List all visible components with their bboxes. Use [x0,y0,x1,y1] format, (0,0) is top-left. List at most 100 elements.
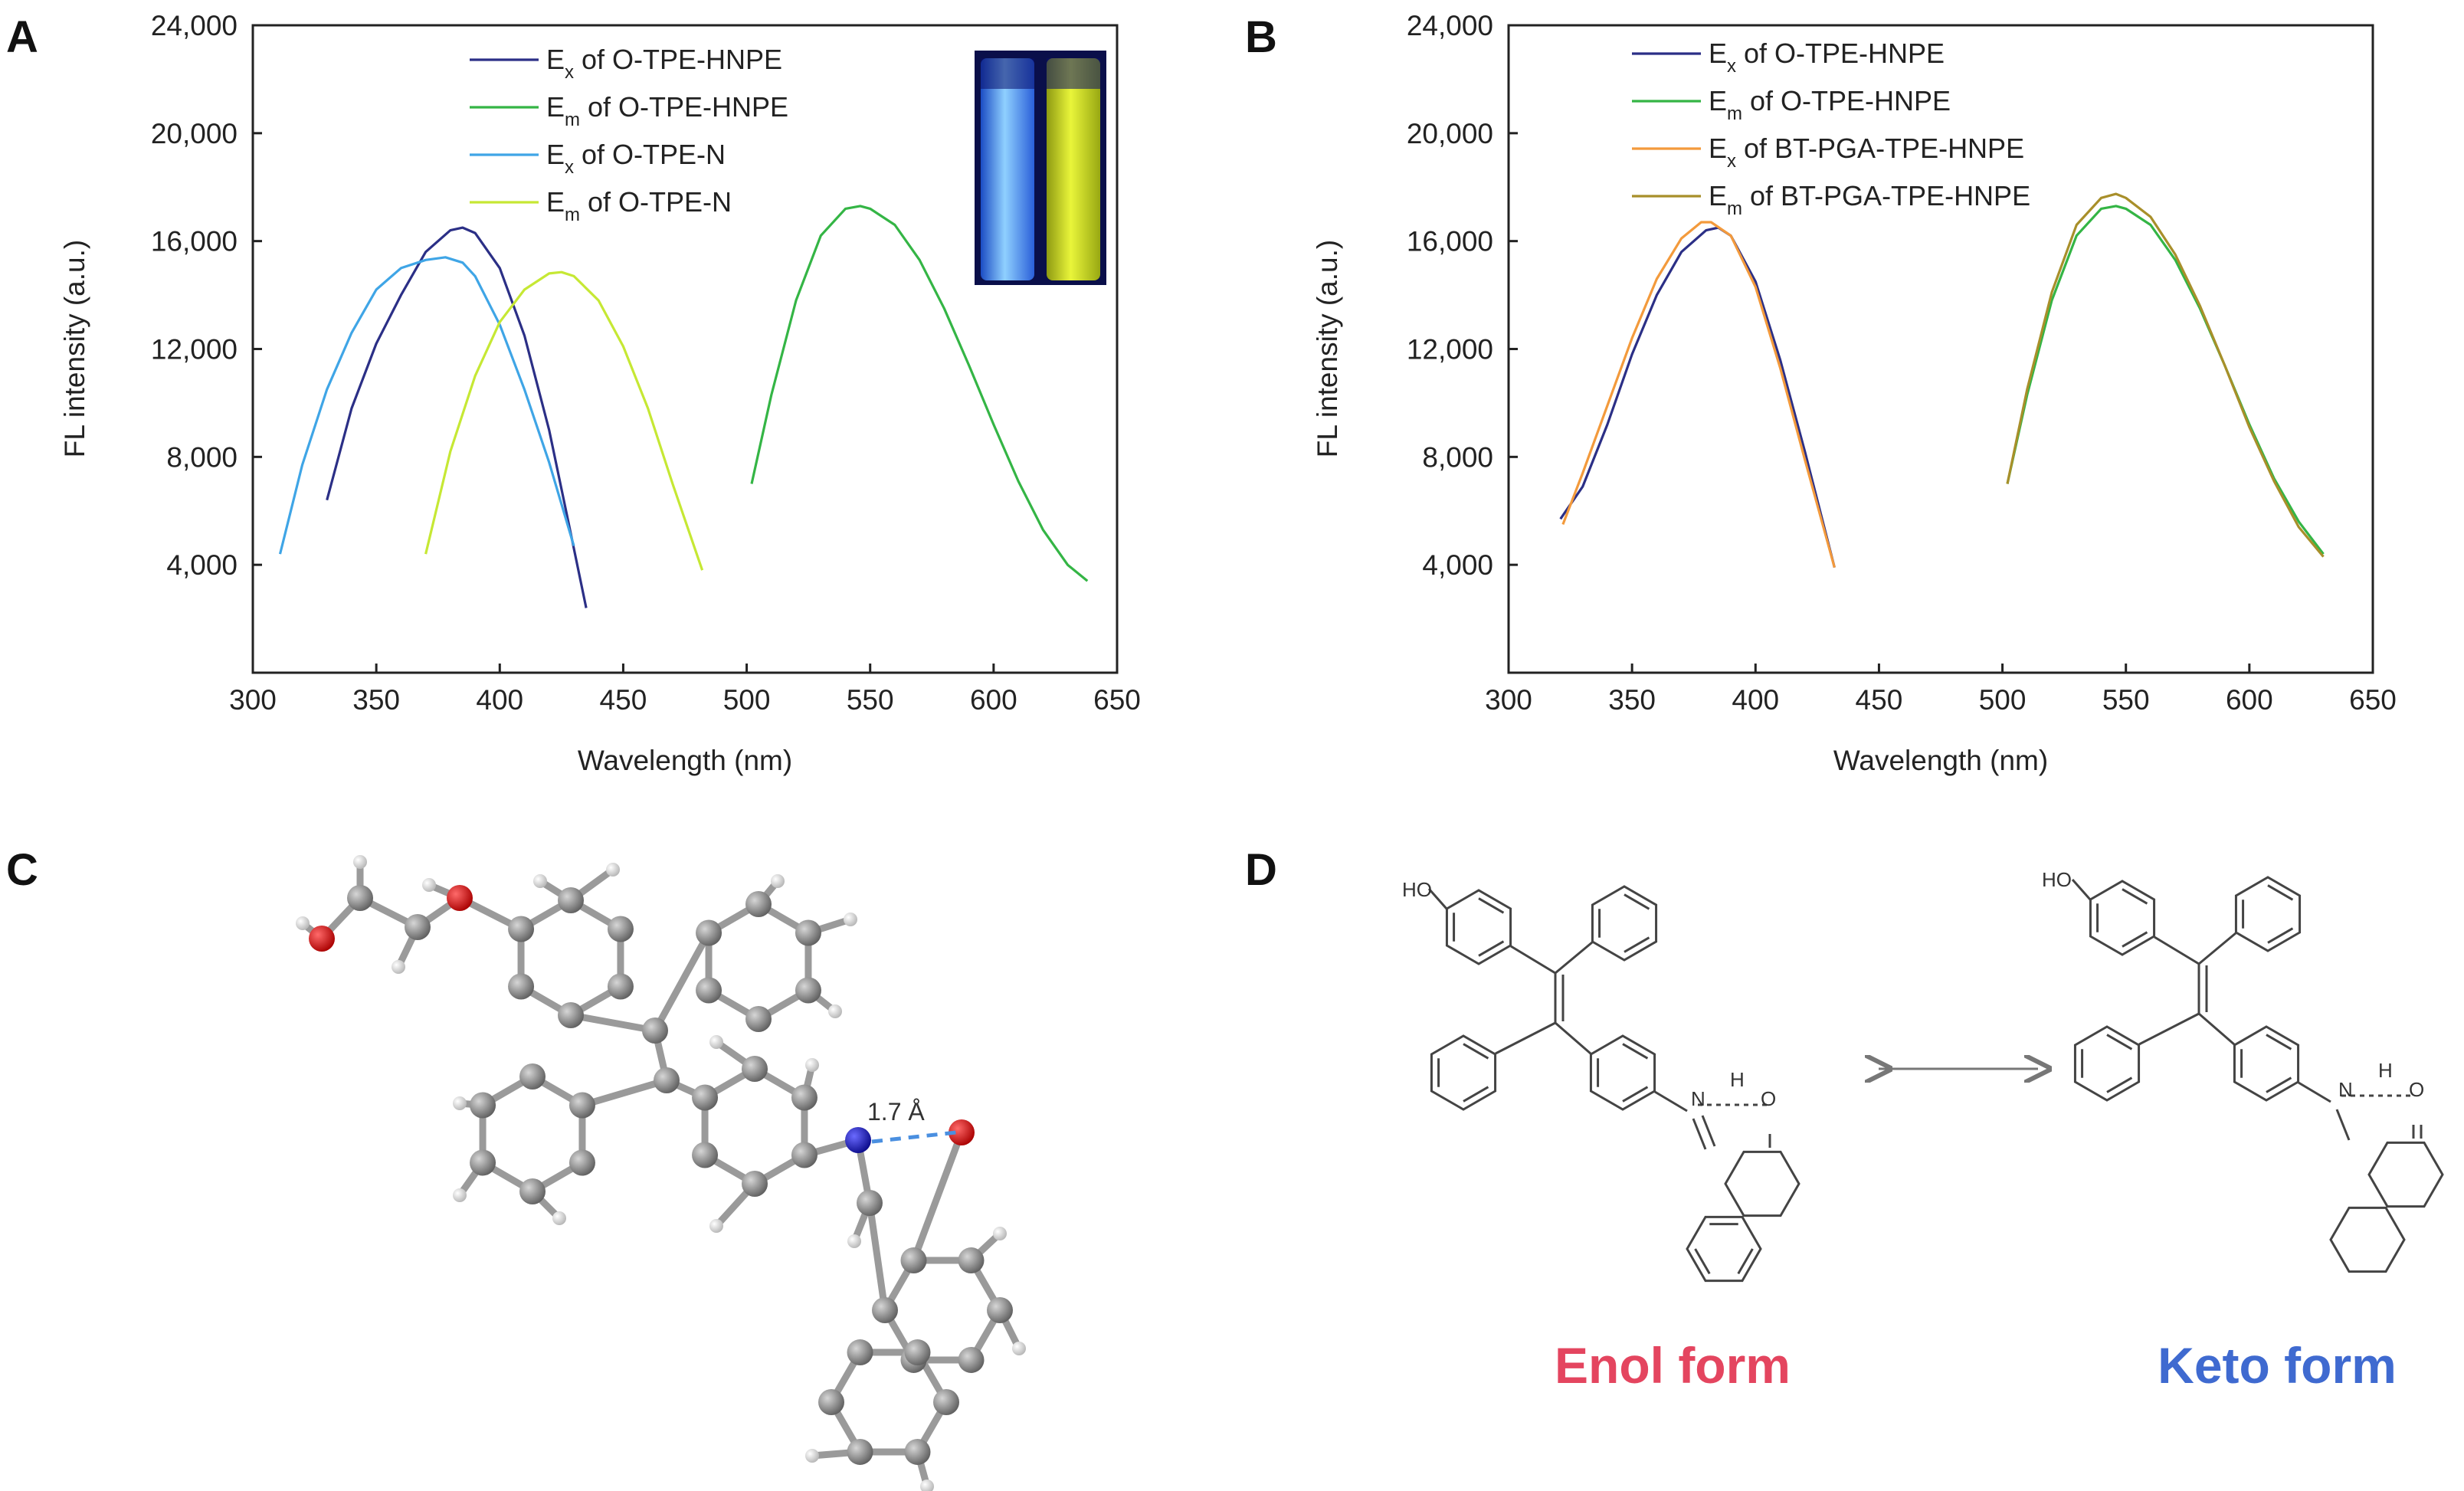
hydrogen-atom [709,1219,723,1233]
enol-h-label: H [1730,1068,1745,1091]
enol-form-caption: Enol form [1555,1337,1791,1394]
double-bond [2267,884,2294,901]
carbon-atom [519,1063,546,1090]
carbon-atom [519,1178,546,1204]
x-tick-label: 500 [1979,684,2027,716]
hydrogen-atom [847,1234,861,1248]
carbon-atom [558,1002,584,1028]
carbon-atom [508,973,535,1000]
hydrogen-atom [828,1004,842,1018]
carbon-atom [958,1346,985,1373]
carbon-atom [933,1389,959,1415]
double-bond [1463,1043,1489,1060]
bond [567,1011,659,1034]
panel-label-b: B [1245,12,1277,62]
carbon-atom [470,1092,496,1119]
x-tick-label: 350 [1608,684,1656,716]
enol-o-label: O [1761,1087,1776,1110]
x-tick-label: 600 [970,684,1017,716]
double-bond [2106,1034,2133,1050]
carbon-atom [568,1149,595,1176]
legend-label: Ex of O-TPE-N [546,139,726,178]
plot-frame [1507,24,2374,674]
double-bond [1478,897,1505,914]
x-tick-label: 400 [476,684,523,716]
x-tick-label: 300 [229,684,277,716]
benzene-ring [2073,1025,2141,1102]
carbon-atom [347,885,373,911]
benzene-ring [1445,889,1512,965]
x-tick-label: 600 [2226,684,2273,716]
hydrogen-atom [805,1449,819,1463]
carbon-atom [508,916,535,942]
double-bond [2106,1076,2133,1093]
hydrogen-atom [422,878,436,892]
y-tick-label: 12,000 [151,334,238,365]
legend: Ex of O-TPE-HNPE Em of O-TPE-HNPE Ex of O-… [470,44,788,225]
bond-line [1701,1115,1716,1147]
carbon-atom [958,1247,985,1274]
hydrogen-atom [1012,1342,1026,1355]
x-tick-label: 300 [1485,684,1532,716]
x-tick-label: 550 [2102,684,2150,716]
hydrogen-atom [453,1188,467,1202]
carbon-atom [795,919,821,946]
series-line-3 [424,270,704,571]
carbon-atom [791,1142,818,1168]
panel-label-c: C [6,845,38,895]
chart-a: 300 350 400 450 500 550 600 650 4,000 8,000 12,000… [59,10,1141,776]
double-bond [1624,893,1650,910]
bond-line [1495,1021,1556,1055]
keto-h-label: H [2378,1059,2393,1082]
carbon-atom [742,1056,768,1082]
series-line-0 [1559,226,1836,569]
bond-line [2198,1012,2235,1046]
double-bond [2266,1034,2292,1050]
carbon-atom [857,1190,883,1216]
keto-o-label: O [2409,1078,2424,1101]
y-tick-label: 16,000 [151,226,238,257]
hydrogen-atom [552,1211,566,1225]
benzene-ring [2233,1025,2300,1102]
x-tick-label: 500 [723,684,771,716]
carbon-atom [847,1339,873,1366]
series-line-3 [2006,192,2325,558]
carbon-atom [607,916,634,942]
hydrogen-atom [392,960,405,974]
x-tick-label: 550 [847,684,894,716]
y-tick-label: 24,000 [151,10,238,41]
carbon-atom [872,1297,898,1323]
benzene-ring [2089,880,2156,956]
y-tick-label: 12,000 [1407,334,1493,365]
carbon-atom [696,977,722,1004]
carbon-atom [904,1339,931,1366]
legend: Ex of O-TPE-HNPE Em of O-TPE-HNPE Ex of BT… [1632,38,2030,219]
carbon-atom [642,1017,668,1044]
x-tick-label: 650 [2349,684,2397,716]
benzene-ring [2329,1206,2406,1273]
y-tick-label: 20,000 [151,118,238,149]
hydrogen-atom [606,863,620,877]
series-lines [1559,192,2325,569]
carbon-atom [904,1438,931,1465]
bond-line [1654,1090,1688,1113]
hydrogen-atom [353,855,367,869]
hydrogen-atom [993,1227,1007,1240]
carbon-atom [607,973,634,1000]
carbon-atom [791,1084,818,1111]
enol-ho-label: HO [1402,878,1432,901]
bond [866,1199,889,1314]
legend-label: Em of O-TPE-HNPE [546,91,788,130]
y-axis-label: FL intensity (a.u.) [59,240,90,457]
bond [651,929,713,1034]
y-axis-label: FL intensity (a.u.) [1312,240,1343,457]
carbon-atom [470,1149,496,1176]
legend-label: Ex of BT-PGA-TPE-HNPE [1709,133,2024,172]
hydrogen-atom [771,874,785,888]
x-tick-label: 350 [352,684,400,716]
bond-line [1510,945,1556,975]
carbon-atom [692,1084,719,1111]
keto-ho-label: HO [2042,868,2072,891]
atoms [296,855,1026,1491]
y-tick-label: 8,000 [166,441,238,473]
